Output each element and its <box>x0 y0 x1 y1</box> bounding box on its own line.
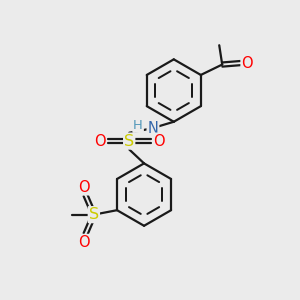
Text: O: O <box>78 235 90 250</box>
Text: N: N <box>148 121 158 136</box>
Text: O: O <box>153 134 165 148</box>
Text: O: O <box>78 179 90 194</box>
Text: H: H <box>133 119 143 132</box>
Text: O: O <box>242 56 253 70</box>
Text: O: O <box>94 134 105 148</box>
Text: S: S <box>124 134 134 148</box>
Text: S: S <box>89 207 99 222</box>
